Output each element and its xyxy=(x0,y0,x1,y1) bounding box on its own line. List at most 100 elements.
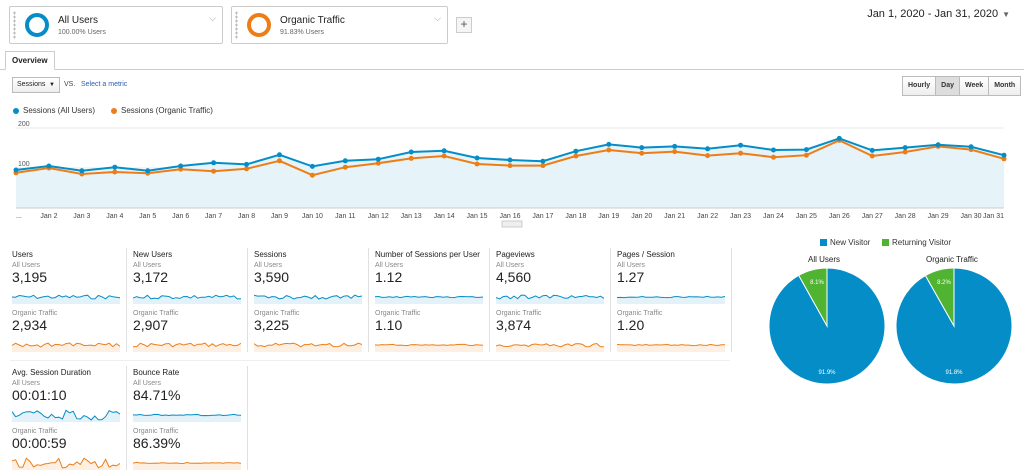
sparkline-organic xyxy=(12,342,120,352)
pie-chart-organic-traffic[interactable]: 91.8% 8.2% xyxy=(894,266,1014,386)
tile-divider xyxy=(247,366,248,470)
metric-tile[interactable]: Bounce Rate All Users 84.71% Organic Traffi… xyxy=(133,368,245,451)
tab-overview[interactable]: Overview xyxy=(5,51,55,70)
tile-title: Bounce Rate xyxy=(133,368,180,377)
metric-tile[interactable]: Pageviews All Users 4,560 Organic Traffic 3,… xyxy=(496,250,608,333)
legend-label: Sessions (All Users) xyxy=(23,106,96,115)
metric-tile[interactable]: Number of Sessions per User All Users 1.12… xyxy=(375,250,487,333)
sparkline-path xyxy=(496,342,604,348)
add-segment-button[interactable]: + xyxy=(456,17,472,33)
tile-value: 00:01:10 xyxy=(12,387,67,403)
tile-divider xyxy=(610,248,611,352)
chevron-down-icon[interactable]: ⌵ xyxy=(209,13,216,23)
select-metric-link[interactable]: Select a metric xyxy=(81,81,128,88)
pie-slice-label: 8.1% xyxy=(810,280,824,286)
granularity-month-button[interactable]: Month xyxy=(988,76,1022,96)
x-tick-label: Jan 30 xyxy=(961,213,982,220)
tile-segment-label: All Users xyxy=(375,262,404,269)
x-tick-label: Jan 3 xyxy=(73,213,90,220)
x-tick-label: Jan 7 xyxy=(205,213,222,220)
segment-all-users[interactable]: All Users 100.00% Users ⌵ xyxy=(9,6,223,44)
x-tick-label: Jan 22 xyxy=(697,213,718,220)
sparkline-path xyxy=(12,457,120,469)
tile-value: 3,172 xyxy=(133,269,169,285)
data-point xyxy=(309,163,315,169)
pie-chart-all-users[interactable]: 91.9% 8.1% xyxy=(767,266,887,386)
sparkline-all-users xyxy=(12,409,120,422)
pie-slice-returning-visitor xyxy=(798,267,828,328)
sparkline-path xyxy=(254,294,362,300)
granularity-hourly-button[interactable]: Hourly xyxy=(902,76,937,96)
sparkline-organic xyxy=(496,342,604,352)
drag-handle-icon[interactable] xyxy=(235,11,238,39)
sparkline-area xyxy=(375,344,483,352)
x-tick-label: Jan 29 xyxy=(928,213,949,220)
x-tick-label: Jan 10 xyxy=(302,213,323,220)
x-tick-label: Jan 27 xyxy=(862,213,883,220)
metric-tile[interactable]: Avg. Session Duration All Users 00:01:10 Or… xyxy=(12,368,124,451)
tile-divider xyxy=(368,248,369,352)
granularity-week-button[interactable]: Week xyxy=(959,76,990,96)
tile-value: 1.20 xyxy=(617,317,645,333)
tile-title: Pages / Session xyxy=(617,250,675,259)
segment-organic-traffic[interactable]: Organic Traffic 91.83% Users ⌵ xyxy=(231,6,448,44)
data-point xyxy=(803,152,809,158)
sparkline-area xyxy=(12,458,120,470)
x-tick-label: Jan 24 xyxy=(763,213,784,220)
data-point xyxy=(276,158,282,164)
tile-title: Users xyxy=(12,250,33,259)
sparkline-area xyxy=(254,295,362,304)
x-tick-label: Jan 2 xyxy=(40,213,57,220)
x-tick-label: Jan 23 xyxy=(730,213,751,220)
metric-tile[interactable]: Sessions All Users 3,590 Organic Traffic 3,2… xyxy=(254,250,366,333)
sparkline-organic xyxy=(617,343,725,352)
chevron-down-icon[interactable]: ⌵ xyxy=(434,13,441,23)
pie-slice-label: 8.2% xyxy=(937,280,951,286)
pie-title: All Users xyxy=(808,255,841,264)
x-tick-label: Jan 28 xyxy=(895,213,916,220)
chart-legend-item[interactable]: Sessions (All Users) xyxy=(13,106,95,115)
date-range-picker[interactable]: Jan 1, 2020 - Jan 31, 2020 ▼ xyxy=(867,8,1010,20)
metric-tile[interactable]: Pages / Session All Users 1.27 Organic Traf… xyxy=(617,250,729,333)
data-point xyxy=(244,161,250,167)
sparkline-path xyxy=(496,294,604,300)
data-point xyxy=(244,166,250,172)
x-tick-label: Jan 12 xyxy=(368,213,389,220)
data-point xyxy=(639,145,645,151)
tile-title: Sessions xyxy=(254,250,287,259)
tile-segment-label: Organic Traffic xyxy=(133,428,179,435)
metric-tile[interactable]: Users All Users 3,195 Organic Traffic 2,934 xyxy=(12,250,124,333)
sparkline-area xyxy=(375,296,483,304)
x-tick-label: Jan 21 xyxy=(664,213,685,220)
x-tick-label: Jan 17 xyxy=(532,213,553,220)
legend-dot-icon xyxy=(13,107,19,114)
y-tick-label: 200 xyxy=(18,121,30,128)
sparkline-all-users xyxy=(617,295,725,304)
drag-handle-icon[interactable] xyxy=(13,11,16,39)
metric-tile[interactable]: New Users All Users 3,172 Organic Traffic 2,… xyxy=(133,250,245,333)
data-point xyxy=(1001,156,1007,162)
data-point xyxy=(441,153,447,159)
x-tick-label: Jan 25 xyxy=(796,213,817,220)
tile-value: 1.12 xyxy=(375,269,403,285)
pie-legend-label: New Visitor xyxy=(830,238,871,247)
caret-down-icon: ▼ xyxy=(1002,10,1010,19)
data-point xyxy=(276,152,282,158)
sparkline-all-users xyxy=(375,295,483,304)
tile-value: 86.39% xyxy=(133,435,181,451)
metric-dropdown[interactable]: Sessions ▼ xyxy=(12,77,60,93)
data-point xyxy=(112,164,118,170)
tile-segment-label: Organic Traffic xyxy=(133,310,179,317)
sparkline-path xyxy=(12,294,120,300)
sparkline-path xyxy=(12,342,120,348)
granularity-toggle: Hourly Day Week Month xyxy=(902,76,1022,96)
granularity-day-button[interactable]: Day xyxy=(935,76,961,96)
tile-value: 3,195 xyxy=(12,269,48,285)
x-tick-label: Jan 19 xyxy=(598,213,619,220)
tile-value: 2,934 xyxy=(12,317,48,333)
sessions-line-chart[interactable]: 100 200... Jan 2 Jan 3 Jan 4 Jan 5 Jan 6 Jan 7 J… xyxy=(0,118,1024,228)
data-point xyxy=(507,163,513,169)
chart-legend-item[interactable]: Sessions (Organic Traffic) xyxy=(111,106,213,115)
x-tick-label: Jan 31 xyxy=(983,213,1004,220)
pie-slice-label: 91.8% xyxy=(945,370,963,376)
